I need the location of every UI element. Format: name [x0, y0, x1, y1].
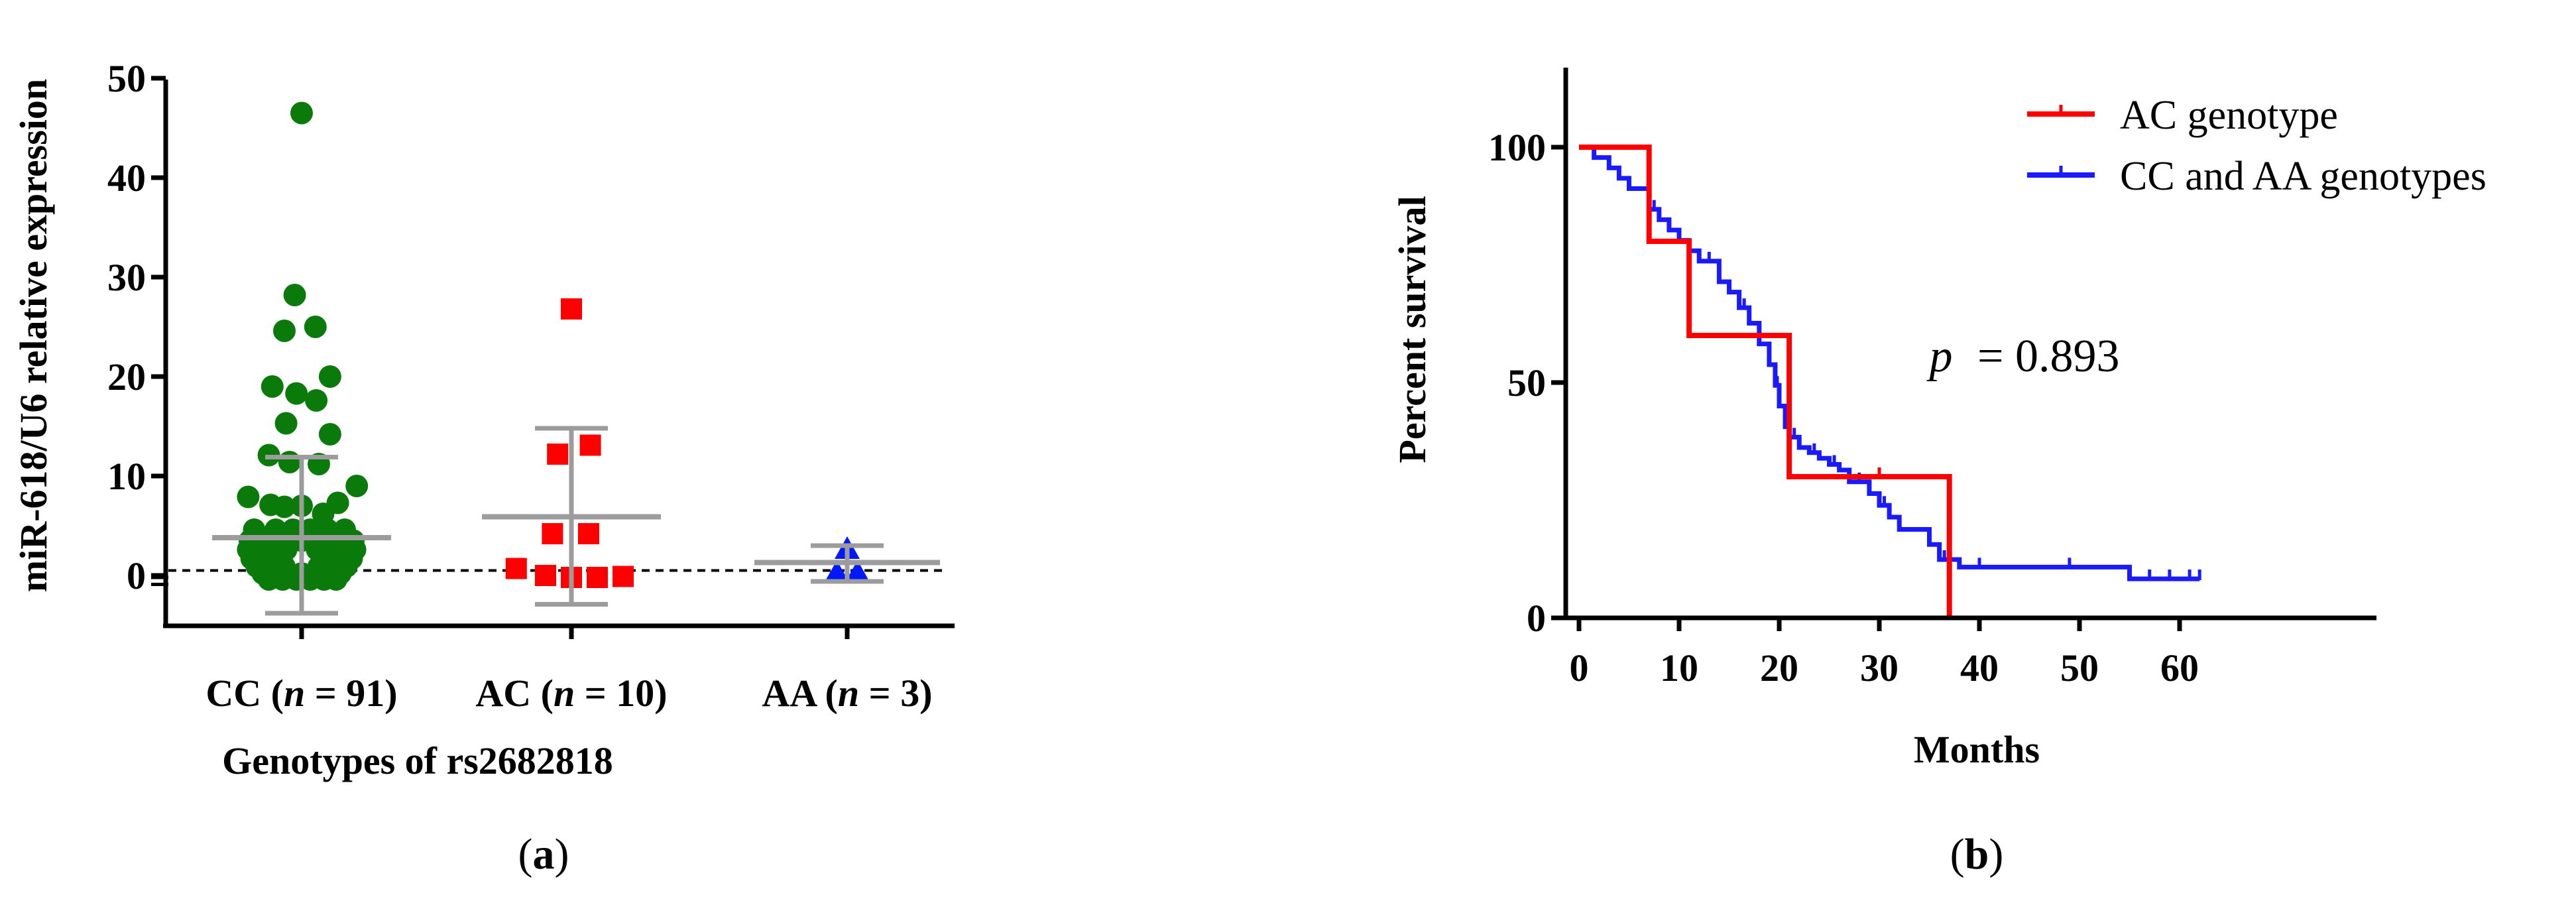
panel-b-axes: 0 50 100 0 10 20 30 40 50 60	[1488, 68, 2376, 689]
a-data-point	[318, 423, 341, 446]
panel-b-ylabel: Percent survival	[1391, 196, 1434, 463]
b-survival-line	[1579, 145, 1952, 618]
a-data-point	[824, 560, 850, 583]
a-data-point	[305, 389, 328, 412]
a-data-point	[278, 451, 301, 473]
a-data-point	[587, 567, 608, 588]
a-x-tick-label: CC (n = 91)	[205, 672, 397, 715]
a-data-point	[237, 485, 260, 508]
a-x-tick-label: AC (n = 10)	[475, 672, 667, 715]
a-data-point	[326, 491, 349, 514]
a-data-point	[290, 101, 313, 125]
a-data-point	[273, 320, 296, 342]
b-x-tick-label: 60	[2160, 646, 2199, 689]
a-data-point	[273, 495, 296, 518]
b-legend-label: CC and AA genotypes	[2120, 154, 2487, 199]
a-data-point	[505, 558, 527, 579]
a-data-point	[535, 565, 556, 586]
panel-b-xlabel: Months	[1914, 728, 2040, 771]
b-y-tick-label: 50	[1507, 361, 1546, 404]
p-value-annotation: p = 0.893	[1926, 331, 2120, 382]
panel-a-label: (a)	[518, 830, 569, 878]
survival-panel-b: 0 50 100 0 10 20 30 40 50 60 Months Percent survi…	[1391, 68, 2487, 878]
b-y-tick-label: 100	[1488, 126, 1546, 169]
b-x-tick-label: 10	[1660, 646, 1698, 689]
b-survival-line	[1579, 145, 2200, 581]
a-data-point	[318, 365, 341, 388]
a-data-point	[325, 568, 347, 591]
b-x-tick-label: 40	[1960, 646, 1999, 689]
a-data-point	[274, 412, 298, 435]
b-x-tick-label: 50	[2060, 646, 2099, 689]
a-data-point	[845, 560, 870, 583]
b-x-tick-label: 20	[1760, 646, 1798, 689]
a-data-point	[285, 382, 308, 405]
panel-b-label: (b)	[1950, 830, 2004, 878]
panel-b-lines	[1579, 145, 2201, 618]
a-data-point	[613, 566, 634, 587]
a-y-tick-label: 40	[107, 156, 146, 200]
a-data-point	[578, 523, 599, 544]
panel-a-marks	[168, 101, 948, 616]
b-y-tick-label: 0	[1527, 597, 1546, 640]
a-data-point	[579, 434, 601, 456]
a-x-tick-label: AA (n = 3)	[762, 672, 932, 715]
a-y-tick-label: 30	[107, 256, 146, 299]
a-data-point	[345, 475, 369, 497]
a-data-point	[283, 284, 306, 306]
a-data-point	[304, 316, 327, 338]
panel-b-legend: AC genotype CC and AA genotypes	[2027, 93, 2487, 199]
a-data-point	[561, 298, 582, 320]
panel-a-ylabel: miR-618/U6 relative expression	[12, 79, 55, 592]
a-y-tick-label: 0	[127, 554, 146, 597]
panel-a-xlabel: Genotypes of rs2682818	[222, 739, 613, 782]
a-data-point	[547, 444, 569, 465]
b-legend-label: AC genotype	[2120, 93, 2338, 138]
a-y-tick-label: 10	[107, 455, 146, 498]
scatter-panel-a: 0 10 20 30 40 50 CC (n = 91) AC (n = 10) AA (n =…	[12, 57, 955, 878]
panel-a-axes: 0 10 20 30 40 50 CC (n = 91) AC (n = 10) AA (n =…	[107, 57, 955, 715]
b-x-tick-label: 30	[1860, 646, 1899, 689]
a-y-tick-label: 50	[107, 57, 146, 100]
a-data-point	[261, 375, 284, 398]
a-y-tick-label: 20	[107, 355, 146, 398]
b-x-tick-label: 0	[1570, 646, 1589, 689]
a-data-point	[542, 523, 563, 544]
